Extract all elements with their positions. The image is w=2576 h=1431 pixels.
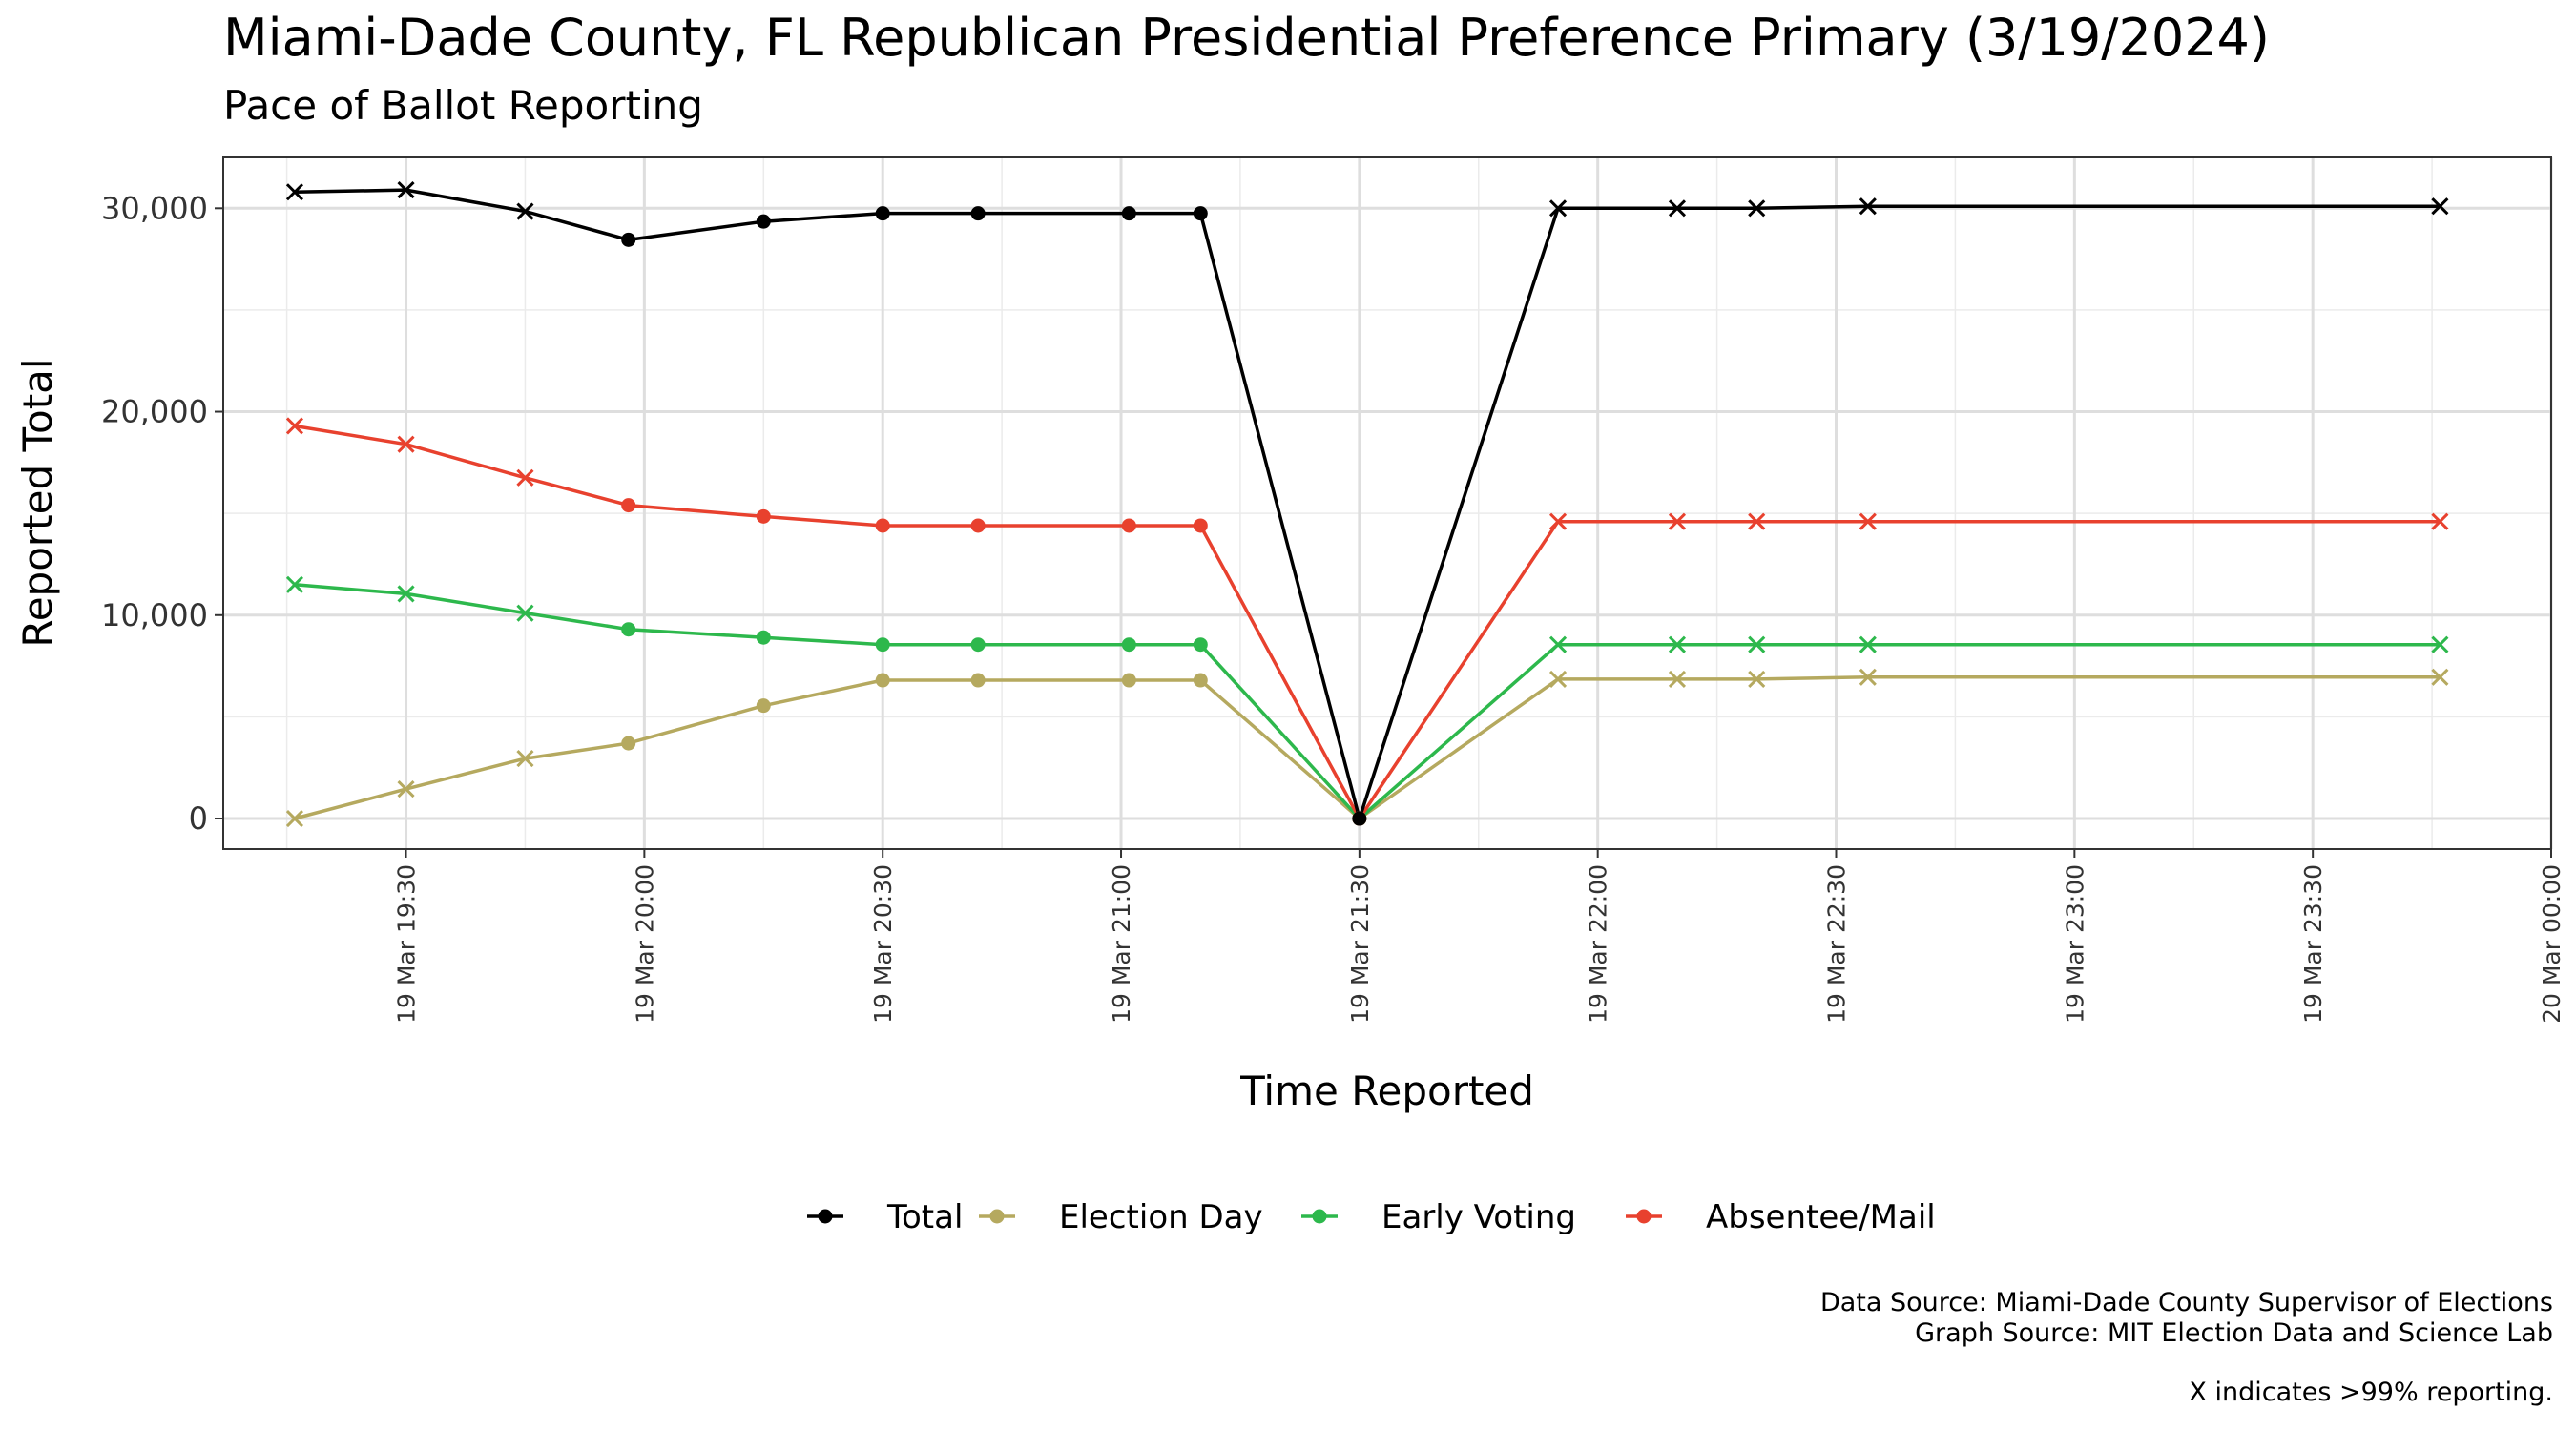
data-point-dot bbox=[621, 233, 635, 247]
x-tick-label: 19 Mar 23:00 bbox=[2061, 864, 2088, 1024]
data-point-dot bbox=[876, 206, 890, 220]
data-point-dot bbox=[971, 518, 986, 532]
x-tick-label: 19 Mar 20:30 bbox=[869, 864, 897, 1024]
data-point-dot bbox=[757, 509, 771, 524]
data-point-dot bbox=[971, 637, 986, 652]
data-point-dot bbox=[1194, 206, 1208, 220]
legend-key-dot bbox=[990, 1210, 1005, 1224]
y-tick-label: 0 bbox=[189, 800, 208, 837]
y-axis-title: Reported Total bbox=[14, 358, 61, 647]
data-point-dot bbox=[1122, 518, 1136, 532]
y-tick-label: 20,000 bbox=[101, 394, 208, 430]
legend-label: Election Day bbox=[1059, 1198, 1263, 1236]
data-point-dot bbox=[757, 698, 771, 713]
data-point-dot bbox=[971, 674, 986, 688]
data-point-dot bbox=[621, 622, 635, 636]
legend-key-dot bbox=[1637, 1210, 1652, 1224]
x-tick-label: 19 Mar 22:00 bbox=[1585, 864, 1612, 1024]
data-point-dot bbox=[1122, 674, 1136, 688]
legend-label: Total bbox=[886, 1198, 963, 1236]
y-axis: 0 10,000 20,000 30,000 bbox=[101, 190, 223, 837]
data-point-dot bbox=[1122, 206, 1136, 220]
x-tick-label: 19 Mar 22:30 bbox=[1823, 864, 1851, 1024]
x-tick-label: 19 Mar 23:30 bbox=[2299, 864, 2327, 1024]
x-tick-label: 19 Mar 19:30 bbox=[393, 864, 421, 1024]
x-axis: 19 Mar 19:30 19 Mar 20:00 19 Mar 20:30 19 M… bbox=[393, 849, 2566, 1024]
y-tick-label: 30,000 bbox=[101, 190, 208, 226]
data-point-dot bbox=[876, 674, 890, 688]
x-tick-label: 19 Mar 21:30 bbox=[1346, 864, 1374, 1024]
data-point-dot bbox=[1122, 637, 1136, 652]
plot-panel bbox=[223, 157, 2551, 849]
data-source-caption: Data Source: Miami-Dade County Superviso… bbox=[1820, 1288, 2553, 1317]
legend: Total Election Day Early Voting Absentee/Ma… bbox=[807, 1198, 1936, 1236]
legend-label: Absentee/Mail bbox=[1706, 1198, 1936, 1236]
data-point-dot bbox=[1352, 812, 1366, 826]
data-point-dot bbox=[1194, 518, 1208, 532]
x-tick-label: 19 Mar 20:00 bbox=[631, 864, 658, 1024]
data-point-dot bbox=[1194, 637, 1208, 652]
legend-key-dot bbox=[819, 1210, 833, 1224]
reporting-note: X indicates >99% reporting. bbox=[2189, 1378, 2553, 1407]
x-tick-label: 20 Mar 00:00 bbox=[2538, 864, 2566, 1024]
data-point-dot bbox=[757, 215, 771, 229]
data-point-dot bbox=[757, 631, 771, 645]
graph-source-caption: Graph Source: MIT Election Data and Scie… bbox=[1915, 1318, 2553, 1348]
x-axis-title: Time Reported bbox=[1239, 1068, 1534, 1114]
data-point-dot bbox=[876, 637, 890, 652]
data-point-dot bbox=[876, 518, 890, 532]
legend-label: Early Voting bbox=[1381, 1198, 1576, 1236]
legend-key-dot bbox=[1313, 1210, 1327, 1224]
y-tick-label: 10,000 bbox=[101, 597, 208, 633]
data-point-dot bbox=[621, 736, 635, 751]
data-point-dot bbox=[971, 206, 986, 220]
x-tick-label: 19 Mar 21:00 bbox=[1108, 864, 1135, 1024]
data-point-dot bbox=[621, 498, 635, 512]
data-point-dot bbox=[1194, 674, 1208, 688]
